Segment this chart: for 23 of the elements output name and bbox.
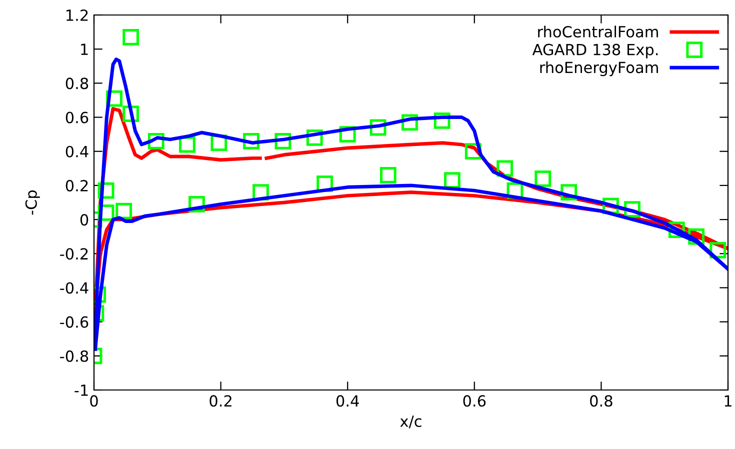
y-tick-label: -0.6 [60, 316, 88, 328]
x-tick-label: 0.2 [210, 395, 232, 407]
y-tick-label: 0.8 [66, 78, 88, 90]
x-tick-label: 0.4 [336, 395, 359, 407]
x-tick-label: 0 [90, 395, 98, 407]
legend-label: AGARD 138 Exp. [532, 44, 658, 58]
x-axis-title: x/c [400, 416, 422, 428]
y-tick-label: -1 [74, 384, 88, 396]
y-tick-label: -0.2 [60, 248, 88, 260]
x-tick-label: 0.8 [590, 395, 612, 407]
x-tick-label: 1 [724, 395, 732, 406]
y-tick-label: -0.8 [60, 350, 88, 362]
x-tick-label: 0.6 [463, 395, 486, 407]
y-axis-title: -Cp [25, 190, 40, 215]
y-tick-label: 0.2 [66, 180, 88, 192]
y-tick-label: 1 [81, 44, 88, 55]
y-tick-label: 0 [80, 214, 88, 226]
legend-label: rhoEnergyFoam [540, 61, 658, 76]
legend-label: rhoCentralFoam [538, 26, 658, 38]
y-tick-label: 1.2 [66, 9, 88, 21]
y-tick-label: 0.4 [66, 146, 88, 158]
y-tick-label: 0.6 [66, 112, 88, 124]
y-tick-label: -0.4 [60, 282, 88, 294]
